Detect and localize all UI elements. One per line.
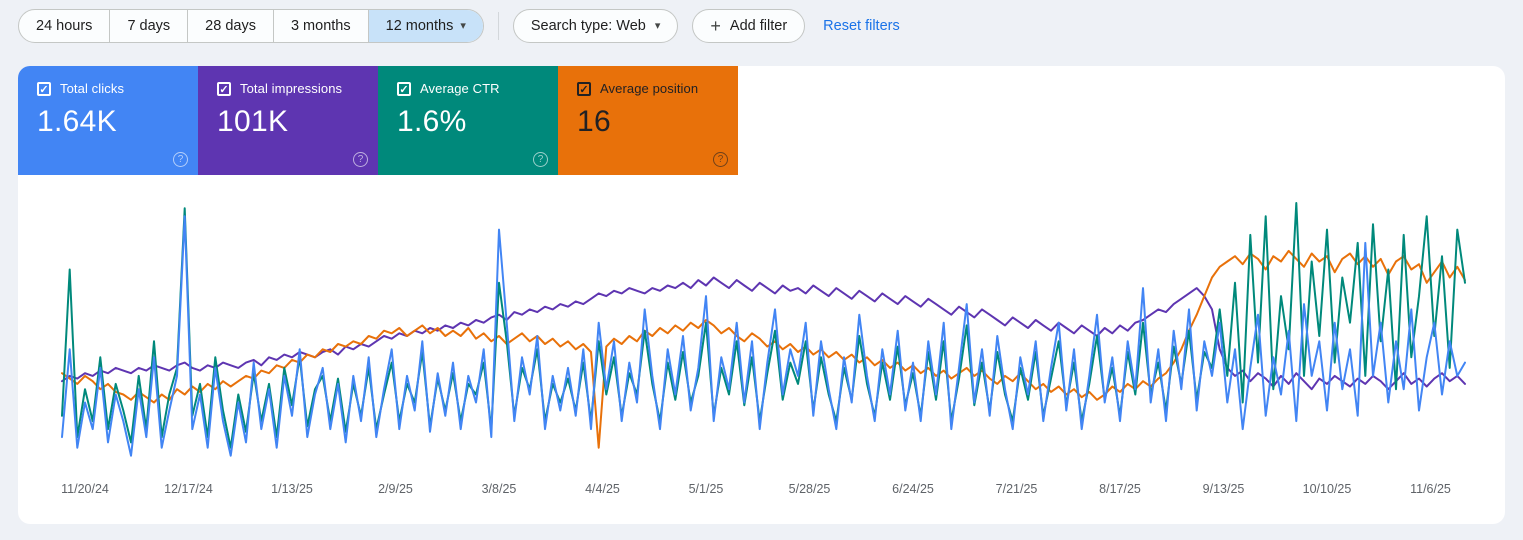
date-range-7-days[interactable]: 7 days	[110, 10, 189, 42]
x-axis-label: 3/8/25	[482, 482, 517, 496]
x-axis-label: 2/9/25	[378, 482, 413, 496]
date-range-3-months[interactable]: 3 months	[274, 10, 369, 42]
x-axis-label: 12/17/24	[164, 482, 213, 496]
x-axis-label: 11/20/24	[61, 482, 109, 496]
date-range-label: 3 months	[290, 18, 351, 34]
chevron-down-icon: ▾	[460, 19, 466, 32]
search-type-button[interactable]: Search type: Web ▾	[512, 9, 679, 43]
x-axis-label: 10/10/25	[1303, 482, 1352, 496]
add-filter-button[interactable]: + Add filter	[692, 9, 806, 43]
help-icon[interactable]: ?	[713, 152, 728, 167]
x-axis-label: 9/13/25	[1203, 482, 1245, 496]
date-range-label: 24 hours	[36, 18, 93, 34]
x-axis-label: 6/24/25	[892, 482, 934, 496]
x-axis-label: 7/21/25	[996, 482, 1038, 496]
checkbox-checked-icon[interactable]: ✓	[37, 81, 51, 96]
help-icon[interactable]: ?	[533, 152, 548, 167]
metric-card-label: Total clicks	[60, 81, 125, 96]
performance-panel: ✓ Total clicks 1.64K ? ✓ Total impressio…	[18, 66, 1505, 524]
clicks-line	[61, 215, 1466, 457]
metric-card-value: 16	[577, 105, 611, 138]
metric-card-average-position[interactable]: ✓ Average position 16 ?	[558, 66, 738, 175]
metric-card-total-clicks[interactable]: ✓ Total clicks 1.64K ?	[18, 66, 198, 175]
position-line	[61, 249, 1466, 449]
performance-chart[interactable]: 11/20/24 12/17/24 1/13/25 2/9/25 3/8/25 4/4/2…	[18, 175, 1505, 517]
metric-card-label: Total impressions	[240, 81, 343, 96]
x-axis-label: 11/6/25	[1410, 482, 1451, 496]
search-type-label: Search type: Web	[530, 18, 646, 34]
checkbox-checked-icon[interactable]: ✓	[217, 81, 231, 96]
metric-card-value: 1.6%	[397, 105, 467, 138]
reset-filters-link[interactable]: Reset filters	[823, 18, 900, 34]
checkbox-checked-icon[interactable]: ✓	[397, 81, 411, 96]
x-axis-label: 4/4/25	[585, 482, 620, 496]
metric-card-label: Average position	[600, 81, 699, 96]
help-icon[interactable]: ?	[173, 152, 188, 167]
date-range-24-hours[interactable]: 24 hours	[19, 10, 111, 42]
metric-card-value: 101K	[217, 105, 289, 138]
date-range-label: 12 months	[385, 18, 454, 34]
help-icon[interactable]: ?	[353, 152, 368, 167]
metric-cards: ✓ Total clicks 1.64K ? ✓ Total impressio…	[18, 66, 1505, 175]
add-filter-label: Add filter	[729, 18, 788, 34]
date-range-12-months[interactable]: 12 months ▾	[368, 10, 483, 42]
checkbox-checked-icon[interactable]: ✓	[577, 81, 591, 96]
x-axis-label: 1/13/25	[271, 482, 313, 496]
date-range-label: 7 days	[127, 18, 171, 34]
x-axis-label: 5/1/25	[689, 482, 724, 496]
metric-card-value: 1.64K	[37, 105, 117, 138]
performance-chart-canvas[interactable]: 11/20/24 12/17/24 1/13/25 2/9/25 3/8/25 4/4/2…	[18, 181, 1505, 517]
date-range-28-days[interactable]: 28 days	[188, 10, 274, 42]
x-axis-label: 8/17/25	[1099, 482, 1141, 496]
metric-card-total-impressions[interactable]: ✓ Total impressions 101K ?	[198, 66, 378, 175]
date-range-group: 24 hours 7 days 28 days 3 months 12 mont…	[18, 9, 484, 43]
metric-card-average-ctr[interactable]: ✓ Average CTR 1.6% ?	[378, 66, 558, 175]
x-axis-label: 5/28/25	[789, 482, 831, 496]
toolbar-divider	[497, 12, 499, 40]
chevron-down-icon: ▾	[654, 19, 661, 32]
date-range-label: 28 days	[205, 18, 256, 34]
filter-toolbar: 24 hours 7 days 28 days 3 months 12 mont…	[0, 0, 1523, 44]
metric-card-label: Average CTR	[420, 81, 500, 96]
plus-icon: +	[710, 16, 721, 36]
